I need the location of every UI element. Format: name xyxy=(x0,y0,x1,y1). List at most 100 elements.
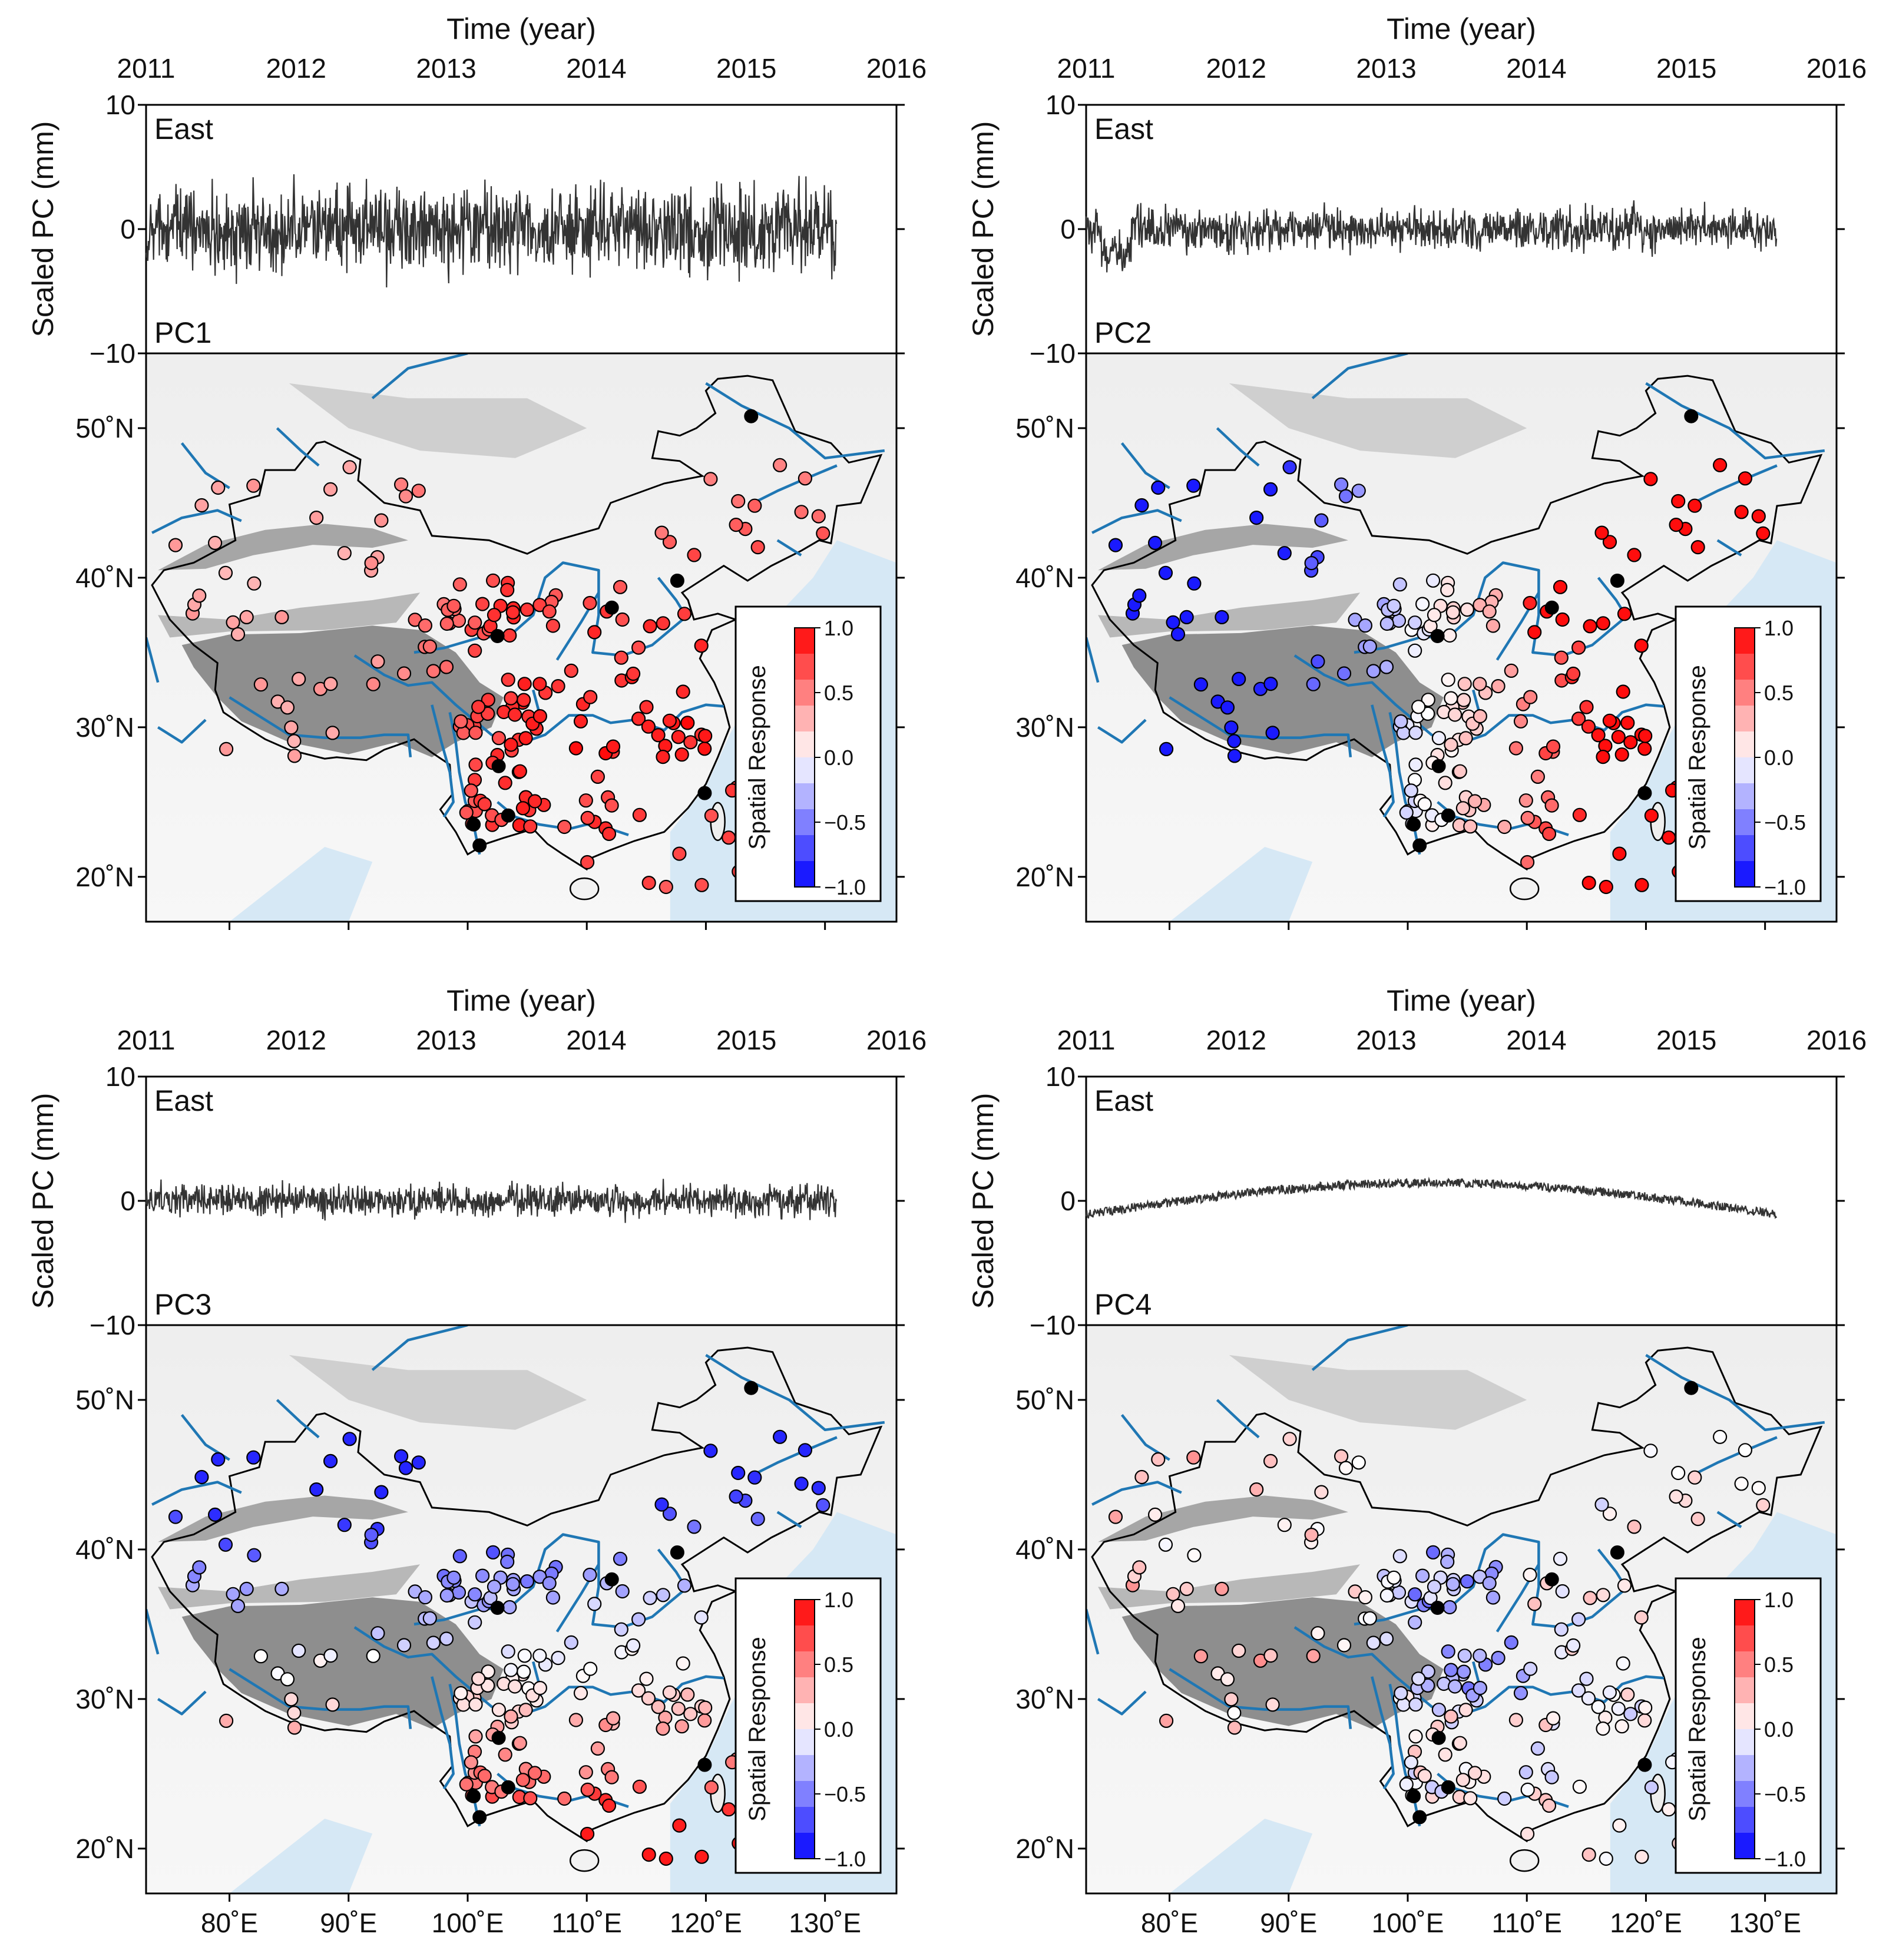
gnss-station-marker xyxy=(811,509,826,524)
gnss-station-marker xyxy=(1523,1661,1538,1676)
gnss-station-marker xyxy=(1417,797,1432,812)
colorbar-tick-label: 1.0 xyxy=(1764,616,1794,640)
gnss-station-marker xyxy=(1408,1615,1422,1630)
colorbar-tick-label: 1.0 xyxy=(824,1588,853,1612)
gnss-station-marker xyxy=(613,1551,628,1566)
gnss-station-marker xyxy=(1445,1577,1460,1591)
gnss-station-marker xyxy=(1614,1719,1629,1734)
river-line xyxy=(1693,464,1778,504)
tianshan-terrain xyxy=(158,524,408,571)
gnss-station-marker xyxy=(1263,1454,1278,1469)
gnss-station-marker xyxy=(1634,1849,1649,1864)
gnss-station-marker xyxy=(580,1782,595,1797)
gnss-station-marker xyxy=(396,1638,412,1653)
gnss-station-marker xyxy=(1421,1664,1435,1679)
colorbar-step xyxy=(1735,731,1755,758)
gnss-station-marker xyxy=(426,664,441,678)
gnss-station-marker xyxy=(1467,794,1483,809)
reference-station-marker xyxy=(501,1780,515,1795)
gnss-station-marker xyxy=(1455,1773,1471,1787)
colorbar-tick-label: −1.0 xyxy=(1764,1847,1806,1871)
gnss-station-marker xyxy=(515,801,531,816)
reference-station-marker xyxy=(744,409,759,423)
gnss-station-marker xyxy=(1541,826,1557,842)
gnss-station-marker xyxy=(1452,764,1467,779)
river-line xyxy=(753,464,838,504)
gnss-station-marker xyxy=(1460,1574,1475,1589)
gnss-station-marker xyxy=(704,1780,719,1795)
latitude-tick-label: 20˚N xyxy=(75,1833,134,1864)
gnss-station-marker xyxy=(1445,605,1460,620)
gnss-station-marker xyxy=(1738,471,1753,486)
colorbar-step xyxy=(1735,1781,1755,1807)
reference-station-marker xyxy=(670,1545,684,1560)
gnss-station-marker xyxy=(1508,1713,1524,1727)
gnss-station-marker xyxy=(1193,1649,1208,1664)
colorbar-step xyxy=(1735,1625,1755,1652)
river-line xyxy=(276,427,320,467)
gnss-station-marker xyxy=(1134,1469,1149,1485)
gnss-station-marker xyxy=(520,602,535,617)
gnss-station-marker xyxy=(747,1470,762,1485)
gnss-station-marker xyxy=(1404,783,1418,798)
colorbar-step xyxy=(795,654,815,680)
gnss-station-marker xyxy=(632,807,647,822)
gnss-station-marker xyxy=(1396,1697,1411,1712)
colorbar-tick-label: −0.5 xyxy=(824,810,866,835)
gnss-station-marker xyxy=(498,1747,512,1762)
gnss-station-marker xyxy=(1159,1713,1174,1729)
gnss-station-marker xyxy=(1555,612,1570,627)
river-line xyxy=(1097,719,1147,744)
gnss-station-marker xyxy=(1311,654,1325,669)
gnss-station-marker xyxy=(1634,878,1649,892)
gnss-station-marker xyxy=(481,1678,495,1693)
reference-station-marker xyxy=(1637,786,1652,800)
gnss-station-marker xyxy=(502,628,517,643)
reference-station-marker xyxy=(1684,409,1699,423)
pc-name-label: PC4 xyxy=(1094,1288,1152,1321)
pc-tick-label: 0 xyxy=(1060,1186,1076,1216)
colorbar-step xyxy=(795,835,815,862)
colorbar-step xyxy=(795,1807,815,1833)
gnss-station-marker xyxy=(674,747,689,762)
gnss-station-marker xyxy=(583,595,597,611)
longitude-tick-label: 100˚E xyxy=(432,1908,504,1938)
gnss-station-marker xyxy=(504,1709,518,1724)
gnss-station-marker xyxy=(1523,595,1537,611)
river-line xyxy=(1371,704,1395,818)
tianshan-terrain xyxy=(1098,1495,1348,1542)
gnss-station-marker xyxy=(374,513,389,528)
gnss-station-marker xyxy=(1513,714,1528,729)
gnss-station-marker xyxy=(631,640,646,655)
latitude-tick-label: 30˚N xyxy=(1015,1684,1074,1714)
gnss-station-marker xyxy=(704,808,719,823)
gnss-station-marker xyxy=(580,810,595,826)
gnss-station-marker xyxy=(1336,1638,1352,1653)
hainan-island xyxy=(1509,877,1540,900)
gnss-station-marker xyxy=(464,783,478,798)
gnss-station-marker xyxy=(1338,489,1354,504)
gnss-station-marker xyxy=(772,1429,788,1444)
gnss-station-marker xyxy=(1232,1643,1246,1658)
gnss-station-marker xyxy=(1417,1769,1432,1783)
reference-station-marker xyxy=(466,1789,481,1803)
gnss-station-marker xyxy=(491,731,507,746)
gnss-station-marker xyxy=(1277,1518,1292,1532)
time-tick-label: 2014 xyxy=(1506,1025,1566,1055)
gnss-station-marker xyxy=(1408,1697,1423,1712)
tibet-plateau-terrain xyxy=(181,1597,504,1729)
gnss-station-marker xyxy=(1541,1798,1557,1813)
gnss-station-marker xyxy=(1379,660,1394,674)
latitude-tick-label: 40˚N xyxy=(1015,562,1074,593)
gnss-station-marker xyxy=(1379,1631,1394,1646)
gnss-station-marker xyxy=(671,1701,686,1716)
pc-name-label: PC3 xyxy=(154,1288,211,1321)
time-tick-label: 2015 xyxy=(716,1025,776,1055)
gnss-station-marker xyxy=(1427,1580,1442,1594)
gnss-station-marker xyxy=(1644,808,1659,823)
gnss-station-marker xyxy=(523,1791,538,1806)
gnss-station-marker xyxy=(192,1560,207,1575)
gnss-station-marker xyxy=(464,1755,478,1770)
gnss-station-marker xyxy=(532,598,547,612)
gnss-station-marker xyxy=(794,505,809,519)
